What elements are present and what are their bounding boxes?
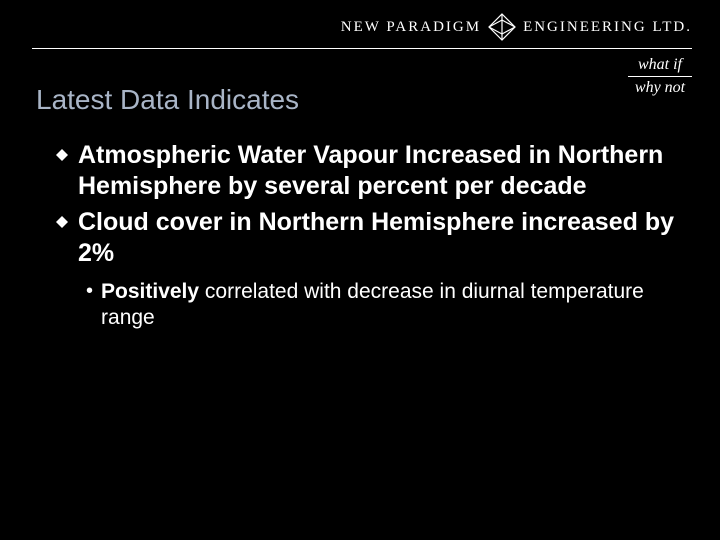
- tagline-top: what if: [628, 56, 692, 74]
- diamond-bullet-icon: [56, 149, 68, 161]
- company-name-right: ENGINEERING LTD.: [523, 19, 692, 36]
- slide-content: Atmospheric Water Vapour Increased in No…: [56, 140, 680, 332]
- bullet-item: Atmospheric Water Vapour Increased in No…: [56, 140, 680, 203]
- dot-bullet-icon: •: [86, 280, 93, 303]
- bullet-text: Atmospheric Water Vapour Increased in No…: [78, 140, 680, 203]
- bullet-text: Cloud cover in Northern Hemisphere incre…: [78, 207, 680, 270]
- header-divider: [32, 48, 692, 49]
- company-name-left: NEW PARADIGM: [341, 19, 481, 36]
- tagline-divider: [628, 76, 692, 77]
- diamond-logo-icon: [487, 12, 517, 42]
- slide-title: Latest Data Indicates: [36, 84, 299, 116]
- bullet-item: Cloud cover in Northern Hemisphere incre…: [56, 207, 680, 270]
- sub-bullet-item: • Positively correlated with decrease in…: [86, 279, 680, 332]
- sub-bullet-text: Positively correlated with decrease in d…: [101, 279, 680, 332]
- diamond-bullet-icon: [56, 216, 68, 228]
- company-header: NEW PARADIGM ENGINEERING LTD.: [341, 12, 692, 42]
- tagline: what if why not: [628, 56, 692, 96]
- tagline-bottom: why not: [628, 79, 692, 97]
- sub-bold: Positively: [101, 280, 199, 303]
